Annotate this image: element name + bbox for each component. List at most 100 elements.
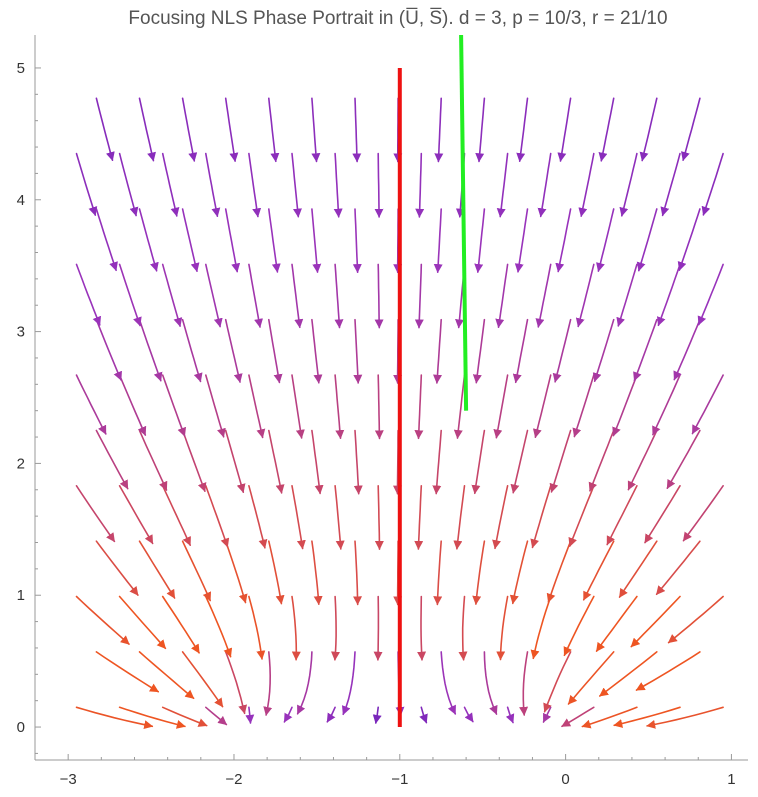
- stream-arrow: [563, 595, 595, 657]
- x-tick-label: −2: [225, 771, 242, 788]
- stream-arrow: [283, 706, 293, 723]
- stream-arrow: [334, 485, 345, 550]
- stream-arrow: [495, 263, 509, 329]
- stream-arrow: [575, 263, 595, 328]
- stream-arrow: [612, 374, 638, 437]
- stream-arrow: [474, 208, 486, 273]
- chart-title: Focusing NLS Phase Portrait in (U̅, S̅).…: [128, 8, 667, 29]
- stream-arrow: [205, 374, 226, 438]
- stream-arrow: [616, 263, 638, 327]
- stream-arrow: [630, 595, 681, 648]
- stream-arrow: [161, 706, 208, 727]
- stream-arrow: [677, 208, 701, 271]
- stream-arrow: [268, 208, 281, 273]
- stream-arrow: [291, 263, 304, 329]
- stream-arrow: [181, 97, 198, 162]
- stream-arrow: [95, 318, 122, 381]
- stream-arrow: [95, 208, 118, 272]
- stream-arrow: [331, 595, 341, 661]
- stream-arrow: [440, 651, 457, 715]
- stream-arrow: [248, 485, 268, 549]
- stream-arrow: [543, 651, 572, 713]
- stream-arrow: [95, 651, 159, 693]
- stream-arrow: [248, 374, 266, 439]
- stream-arrow: [138, 540, 176, 599]
- green-line: [459, 34, 469, 411]
- stream-arrow: [555, 208, 572, 273]
- stream-arrow: [205, 485, 230, 548]
- stream-arrow: [291, 152, 302, 218]
- stream-arrow: [568, 485, 595, 547]
- stream-arrow: [291, 374, 305, 439]
- stream-arrow: [557, 97, 572, 162]
- stream-arrow: [415, 152, 425, 218]
- axes: [34, 35, 748, 761]
- stream-arrow: [118, 152, 139, 217]
- stream-arrow: [75, 485, 116, 543]
- stream-arrow: [471, 429, 486, 495]
- stream-arrow: [181, 540, 212, 602]
- stream-arrow: [510, 429, 529, 494]
- x-tick-label: −1: [391, 771, 408, 788]
- stream-arrow: [697, 263, 724, 326]
- stream-arrow: [512, 318, 529, 384]
- stream-arrow: [532, 374, 552, 439]
- stream-arrow: [75, 152, 98, 216]
- stream-arrow: [263, 651, 273, 716]
- stream-arrow: [181, 318, 203, 383]
- stream-arrow: [483, 651, 498, 715]
- stream-arrow: [592, 318, 615, 383]
- stream-arrow: [606, 485, 638, 546]
- stream-arrow: [472, 318, 486, 384]
- tick-labels: −3 −2 −1 0 1 0 1 2 3 4 5: [17, 60, 736, 788]
- stream-arrow: [673, 318, 701, 381]
- stream-arrow: [224, 318, 243, 383]
- special-lines: [397, 34, 469, 727]
- stream-arrow: [245, 706, 255, 724]
- x-tick-label: 1: [727, 771, 735, 788]
- stream-arrow: [311, 318, 323, 384]
- stream-arrow: [374, 152, 384, 218]
- stream-arrow: [138, 429, 168, 491]
- stream-arrow: [680, 97, 701, 161]
- stream-arrow: [561, 706, 595, 728]
- stream-arrow: [567, 651, 615, 705]
- stream-arrow: [248, 152, 262, 218]
- stream-arrow: [311, 97, 321, 163]
- stream-arrow: [161, 263, 183, 327]
- stream-arrow: [118, 706, 186, 729]
- stream-arrow: [161, 485, 191, 547]
- stream-arrow: [373, 595, 383, 661]
- stream-arrow: [118, 595, 167, 650]
- y-tick-label: 1: [17, 587, 25, 604]
- stream-arrow: [516, 97, 529, 163]
- x-tick-label: 0: [561, 771, 569, 788]
- y-tick-label: 0: [17, 719, 25, 736]
- stream-arrow: [224, 97, 239, 162]
- stream-arrow: [138, 651, 195, 700]
- stream-arrow: [433, 540, 443, 606]
- stream-arrow: [75, 595, 130, 645]
- stream-arrow: [453, 485, 466, 550]
- stream-arrow: [268, 318, 283, 384]
- stream-arrow: [161, 374, 187, 437]
- stream-arrow: [660, 152, 681, 217]
- stream-arrow: [639, 97, 658, 162]
- stream-arrow: [414, 374, 424, 440]
- stream-arrow: [572, 374, 595, 438]
- stream-arrow: [656, 263, 681, 327]
- stream-arrow: [333, 152, 343, 218]
- stream-arrow: [161, 152, 180, 217]
- stream-arrow: [596, 208, 615, 272]
- stream-arrow: [652, 374, 681, 436]
- stream-arrow: [595, 595, 638, 652]
- stream-arrow: [311, 540, 323, 606]
- stream-arrow: [374, 374, 384, 440]
- stream-arrow: [374, 485, 384, 550]
- stream-arrow: [334, 263, 344, 329]
- stream-arrow: [537, 152, 552, 218]
- stream-arrow: [432, 429, 442, 495]
- stream-arrow: [95, 429, 129, 490]
- y-tick-label: 2: [17, 455, 25, 472]
